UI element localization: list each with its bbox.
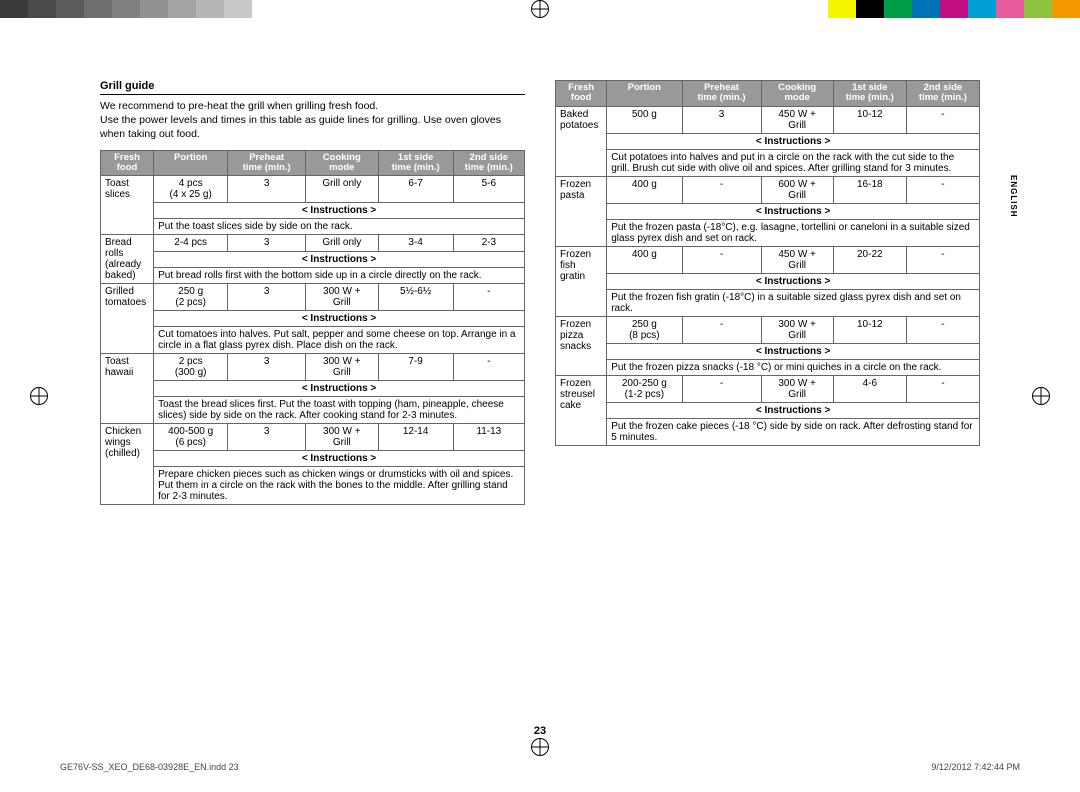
table-row: Toast slices4 pcs(4 x 25 g)3Grill only6-… xyxy=(101,176,525,203)
left-column: Grill guide We recommend to pre-heat the… xyxy=(100,80,525,505)
print-footer: GE76V-SS_XEO_DE68-03928E_EN.indd 23 9/12… xyxy=(60,762,1020,772)
table-row: Frozen fishgratin400 g-450 W +Grill20-22… xyxy=(556,246,980,273)
table-row: Frozenpizzasnacks250 g(8 pcs)-300 W +Gri… xyxy=(556,316,980,343)
registration-mark-icon xyxy=(30,387,48,405)
table-row: Grilledtomatoes250 g(2 pcs)3300 W +Grill… xyxy=(101,284,525,311)
grill-table-right: FreshfoodPortionPreheattime (min.)Cookin… xyxy=(555,80,980,446)
table-row: Bakedpotatoes500 g3450 W +Grill10-12- xyxy=(556,106,980,133)
registration-mark-icon xyxy=(531,0,549,18)
language-tab: ENGLISH xyxy=(1009,175,1018,218)
table-row: Toasthawaii2 pcs(300 g)3300 W +Grill7-9- xyxy=(101,354,525,381)
table-row: Frozenpasta400 g-600 W +Grill16-18- xyxy=(556,176,980,203)
table-row: Chickenwings(chilled)400-500 g(6 pcs)330… xyxy=(101,424,525,451)
page-content: Grill guide We recommend to pre-heat the… xyxy=(100,80,980,505)
grill-table-left: FreshfoodPortionPreheattime (min.)Cookin… xyxy=(100,150,525,506)
table-row: Frozenstreuselcake200-250 g(1-2 pcs)-300… xyxy=(556,375,980,402)
registration-mark-icon xyxy=(1032,387,1050,405)
page-number: 23 xyxy=(534,725,546,737)
registration-mark-icon xyxy=(531,738,549,756)
footer-filename: GE76V-SS_XEO_DE68-03928E_EN.indd 23 xyxy=(60,762,239,772)
section-title: Grill guide xyxy=(100,80,525,95)
right-column: FreshfoodPortionPreheattime (min.)Cookin… xyxy=(555,80,980,505)
footer-timestamp: 9/12/2012 7:42:44 PM xyxy=(931,762,1020,772)
table-row: Bread rolls(alreadybaked)2-4 pcs3Grill o… xyxy=(101,235,525,251)
intro-text: We recommend to pre-heat the grill when … xyxy=(100,99,525,142)
